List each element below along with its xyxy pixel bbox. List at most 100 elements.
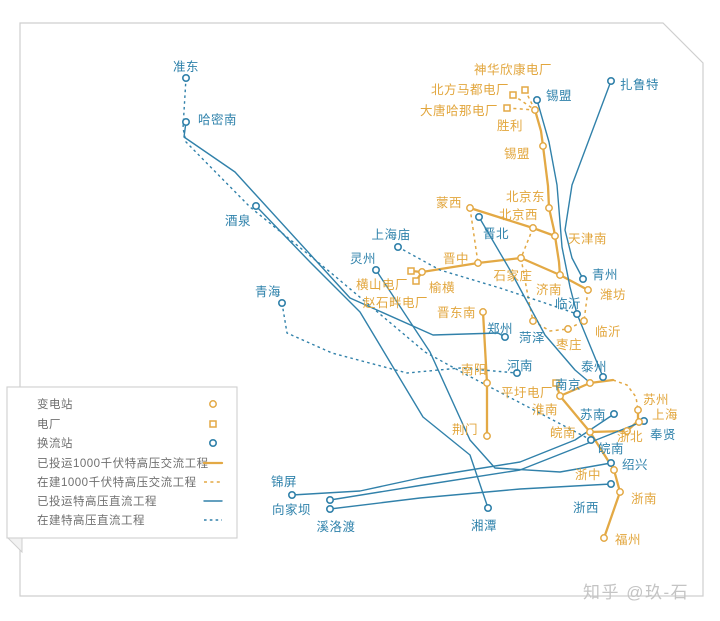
station-label-锡盟: 锡盟 [504,146,530,161]
plant-marker [209,420,217,428]
line-beijingxi-shijiazhuang [520,227,534,259]
converter-node-浙西 [606,479,615,488]
station-label-晋东南: 晋东南 [437,305,476,320]
converter-node-泰州 [598,372,607,381]
plant-node-北方马都电厂 [509,91,517,99]
line-mengxi-jinzhong [469,207,479,264]
transmission-lines-layer [182,77,645,540]
substation-node-菏泽 [529,317,537,325]
plant-node-大唐哈那电厂 [503,104,511,112]
substation-node-天津南 [551,232,559,240]
station-nodes-layer [182,74,648,542]
converter-node-青州 [578,274,587,283]
station-label-锡盟: 锡盟 [546,88,572,103]
station-label-浙北: 浙北 [617,429,643,444]
substation-node-潍坊 [584,286,592,294]
station-label-浙南: 浙南 [631,491,657,506]
station-label-大唐哈那电厂: 大唐哈那电厂 [420,103,498,118]
substation-node-蒙西 [466,204,474,212]
substation-node-临沂 [580,317,588,325]
converter-node-苏南 [609,409,618,418]
station-label-皖南: 皖南 [550,425,576,440]
substation-node-浙北 [623,427,631,435]
station-label-胜利: 胜利 [497,118,523,133]
converter-node-锦屏 [287,490,296,499]
line-xiluodu-zhexi [329,483,612,510]
station-label-济南: 济南 [536,282,562,297]
station-label-溪洛渡: 溪洛渡 [316,519,355,534]
substation-node-浙中 [610,466,618,474]
legend-box [6,386,238,539]
station-label-平圩电厂: 平圩电厂 [501,386,553,400]
line-jinbei-nanjing [478,216,589,382]
station-label-临沂: 临沂 [595,325,621,339]
station-label-扎鲁特: 扎鲁特 [620,77,659,92]
station-label-准东: 准东 [173,60,199,74]
station-label-横山电厂: 横山电厂 [356,278,408,292]
station-label-石家庄: 石家庄 [493,268,532,283]
converter-node-河南 [512,368,521,377]
station-label-浙西: 浙西 [573,500,599,515]
legend-fold-corner [6,537,23,554]
substation-node-浙南 [616,488,624,496]
substation-node-上海 [635,418,643,426]
substation-node-晋东南 [479,308,487,316]
line-qinghai-henan [281,302,518,374]
substation-node-胜利 [531,106,539,114]
station-label-北方马都电厂: 北方马都电厂 [431,82,509,97]
plant-node-横山电厂 [407,267,415,275]
line-ring-dashed-east [612,379,639,411]
station-label-酒泉: 酒泉 [225,213,251,228]
station-label-青海: 青海 [255,284,281,299]
substation-node-皖南 [586,428,594,436]
line-plant-stub-a [512,94,536,111]
station-label-青州: 青州 [592,268,618,282]
legend: 变电站电厂换流站已投运1000千伏特高压交流工程在建1000千伏特高压交流工程已… [6,386,238,554]
station-label-郑州: 郑州 [487,321,513,336]
substation-node-锡盟 [539,142,547,150]
station-label-晋中: 晋中 [443,251,469,266]
legend-label-1: 电厂 [37,418,61,431]
line-jinping-sunan [291,413,615,496]
station-label-锦屏: 锦屏 [271,475,297,489]
station-label-上海: 上海 [652,407,678,422]
legend-label-4: 在建1000千伏特高压交流工程 [37,475,197,489]
station-label-奉贤: 奉贤 [650,428,676,442]
line-lingzhou-shaoxing [375,269,612,473]
substation-node-福州 [600,534,608,542]
substation-node-南京 [586,379,594,387]
converter-node-酒泉 [252,202,261,211]
legend-label-2: 换流站 [37,436,73,450]
station-label-浙中: 浙中 [575,467,601,482]
station-label-蒙西: 蒙西 [436,196,462,210]
line-plant-stub-c [506,107,536,111]
line-shandong-ring-dashed [520,257,589,332]
station-label-枣庄: 枣庄 [556,337,582,352]
converter-node-郑州 [500,332,509,341]
converter-node-临沂 [572,309,581,318]
substation-node-石家庄 [517,254,525,262]
substation-node-晋中 [474,259,482,267]
watermark: 知乎 @玖-石 [583,583,689,602]
converter-node-扎鲁特 [606,77,615,86]
station-label-苏南: 苏南 [580,407,606,422]
converter-node-准东 [182,74,191,83]
station-label-福州: 福州 [615,532,641,547]
legend-items: 变电站电厂换流站已投运1000千伏特高压交流工程在建1000千伏特高压交流工程已… [37,397,224,527]
legend-label-5: 已投运特高压直流工程 [37,494,157,508]
station-label-神华欣康电厂: 神华欣康电厂 [474,62,552,77]
line-wannan-zhezhong-fuzhou [588,430,622,540]
station-label-泰州: 泰州 [581,360,607,374]
station-label-菏泽: 菏泽 [519,331,545,345]
station-label-苏州: 苏州 [643,392,669,407]
converter-node-溪洛渡 [325,504,334,513]
legend-label-3: 已投运1000千伏特高压交流工程 [37,456,209,470]
plant-node-赵石畔电厂 [412,277,420,285]
substation-node-济南 [556,271,564,279]
substation-marker [209,400,217,408]
line-zhalute-qingzhou [564,80,612,280]
substation-node-荆门 [483,432,491,440]
